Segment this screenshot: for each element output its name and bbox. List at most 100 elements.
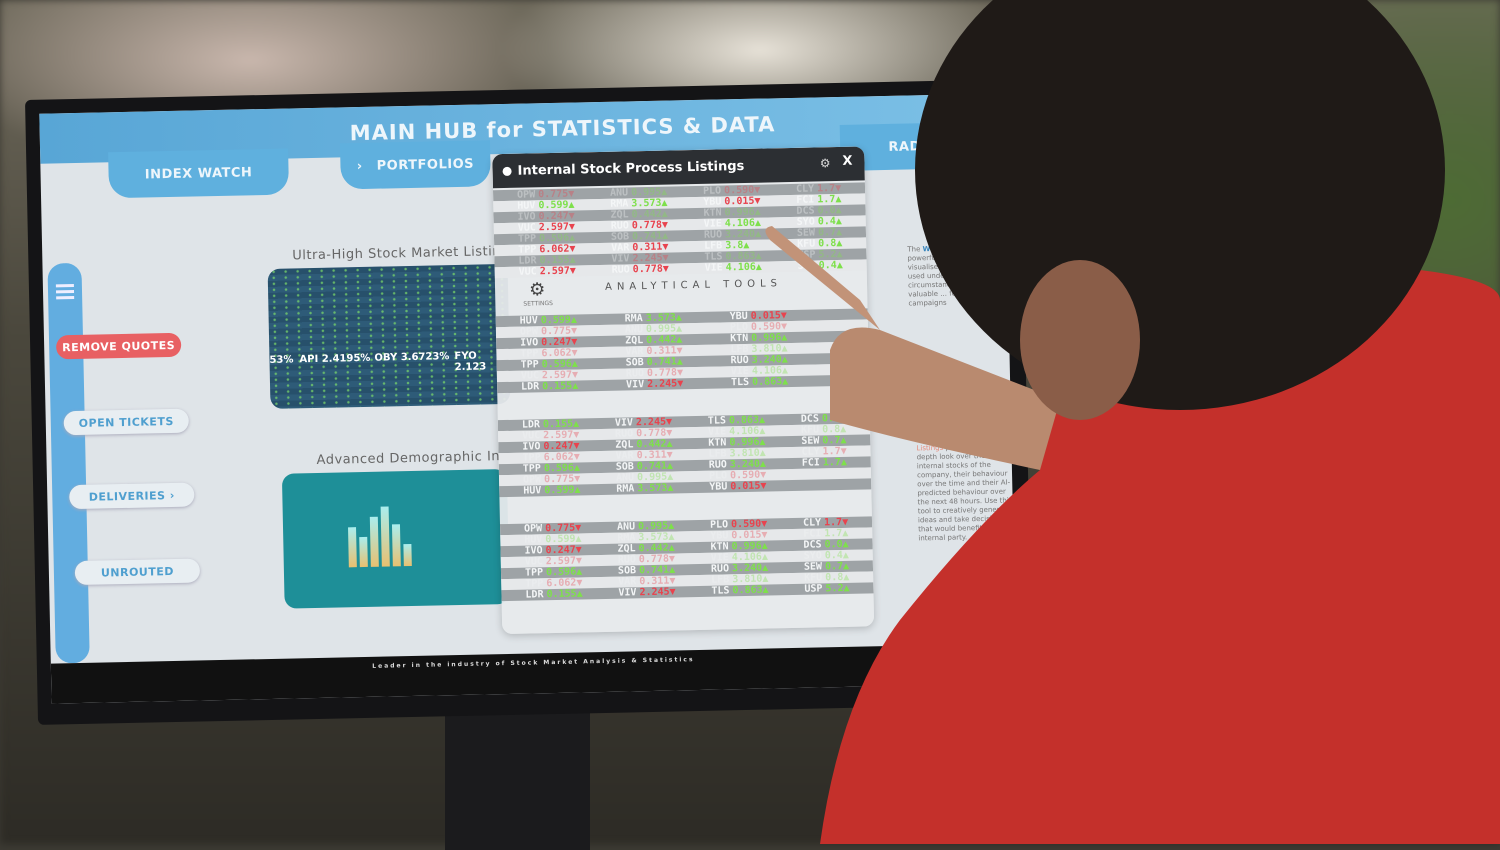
- ticker-cell[interactable]: VIV 2.245▼: [602, 378, 707, 391]
- ticker-cell[interactable]: TPP 6.062▼: [496, 347, 601, 360]
- ticker-cell[interactable]: TLS 0.863▲: [687, 584, 780, 597]
- gear-icon[interactable]: ⚙: [819, 156, 831, 171]
- ticker-cell[interactable]: VUC 2.597▼: [501, 555, 594, 568]
- ticker-cell[interactable]: LFB 3.810▲: [687, 573, 780, 586]
- ticker-cell[interactable]: KFU 0.8▲: [780, 571, 873, 584]
- arrow-down-icon: ▼: [571, 325, 578, 337]
- ticker-cell[interactable]: VAR 0.311▼: [601, 345, 706, 358]
- ticker-cell[interactable]: PLO 0.590▼: [679, 184, 772, 197]
- ticker-cell[interactable]: VUC 2.597▼: [495, 265, 588, 278]
- ticker-symbol: IVO: [522, 441, 541, 453]
- ticker-cell[interactable]: IVO 0.247▼: [493, 210, 586, 223]
- ticker-cell[interactable]: SYO 0.4▲: [774, 259, 867, 272]
- tab-index-watch[interactable]: INDEX WATCH: [108, 148, 290, 199]
- ticker-cell[interactable]: KTN 0.996▲: [679, 206, 772, 219]
- ticker-symbol: ZQL: [617, 543, 636, 555]
- ticker-cell[interactable]: RUO 0.778▼: [602, 367, 707, 380]
- ticker-cell[interactable]: RUO 0.778▼: [594, 553, 687, 566]
- ticker-cell[interactable]: ZQL 0.442▲: [586, 208, 679, 221]
- ticker-cell[interactable]: OPW 0.775▼: [496, 325, 601, 338]
- ticker-cell[interactable]: [778, 478, 871, 491]
- close-button[interactable]: X: [842, 153, 853, 169]
- ticker-cell[interactable]: RUO 0.778▼: [591, 427, 684, 440]
- ticker-cell[interactable]: TPP 6.062▼: [498, 451, 591, 464]
- ticker-cell[interactable]: HUV 0.599▲: [499, 484, 592, 497]
- ticker-cell[interactable]: RUO 3.240▲: [680, 228, 773, 241]
- ticker-cell[interactable]: VIE 4.106▲: [681, 261, 774, 274]
- ticker-cell[interactable]: RMA 3.573▲: [593, 531, 686, 544]
- ticker-cell[interactable]: VIE 4.106▲: [684, 425, 777, 438]
- ticker-symbol: LDR: [521, 419, 541, 431]
- ticker-cell[interactable]: YBU 0.015▼: [686, 529, 779, 542]
- ticker-value: 2.245: [635, 416, 667, 429]
- arrow-down-icon: ▼: [676, 345, 683, 357]
- deliveries-button[interactable]: DELIVERIES ›: [69, 482, 195, 510]
- ticker-cell[interactable]: VUC 2.597▼: [498, 429, 591, 442]
- ticker-cell[interactable]: VIV 2.245▼: [594, 586, 687, 599]
- ticker-cell[interactable]: USP 5.2▲: [780, 582, 873, 595]
- ticker-cell[interactable]: RMA 3.573▲: [592, 482, 685, 495]
- ticker-cell[interactable]: ANU 0.995▲: [592, 471, 685, 484]
- ticker-symbol: KTN: [730, 332, 749, 345]
- ticker-cell[interactable]: VAR 0.311▼: [591, 449, 684, 462]
- ticker-cell[interactable]: KFU 0.8▲: [777, 423, 870, 436]
- tab-portfolios[interactable]: › PORTFOLIOS: [339, 140, 491, 190]
- ticker-cell[interactable]: LFB 3.810▲: [684, 447, 777, 460]
- arrow-down-icon: ▼: [568, 221, 576, 233]
- ticker-cell[interactable]: VIE 4.106▲: [687, 551, 780, 564]
- ticker-cell[interactable]: TPP 0.596▲: [494, 232, 587, 245]
- ticker-cell[interactable]: LFB 3.810▲: [706, 343, 811, 356]
- ticker-cell[interactable]: LDR 0.155▲: [501, 588, 594, 601]
- arrow-up-icon: ▲: [569, 232, 576, 244]
- ticker-value: 4.106: [729, 425, 760, 438]
- ticker-cell[interactable]: CLY 1.7▼: [772, 182, 865, 195]
- demographic-thumbnail[interactable]: [281, 468, 510, 609]
- ticker-cell[interactable]: TLS 0.863▲: [680, 250, 773, 263]
- ticker-value: 2.245: [639, 586, 670, 599]
- chart-bar: [403, 544, 412, 567]
- ticker-cell[interactable]: VIV 2.245▼: [587, 252, 680, 265]
- ticker-cell[interactable]: ANU 0.995▲: [586, 186, 679, 199]
- ticker-cell[interactable]: YBU 0.015▼: [685, 480, 778, 493]
- remove-quotes-button[interactable]: REMOVE QUOTES: [55, 332, 182, 360]
- ticker-cell[interactable]: TLS 0.863▲: [707, 376, 812, 389]
- ticker-cell[interactable]: OPW 0.775▼: [499, 473, 592, 486]
- arrow-down-icon: ▼: [575, 544, 582, 556]
- arrow-down-icon: ▼: [573, 440, 580, 452]
- ticker-value: 0.8: [818, 238, 837, 250]
- ticker-cell[interactable]: TPP 6.062▼: [501, 577, 594, 590]
- ticker-cell[interactable]: PLO 0.590▼: [685, 469, 778, 482]
- ticker-symbol: TPP: [518, 244, 537, 256]
- ticker-symbol: VIE: [703, 218, 722, 230]
- ticker-value: 0.778: [631, 219, 663, 232]
- ticker-value: 2.597: [543, 429, 574, 442]
- ticker-cell[interactable]: VIE 4.106▲: [707, 365, 812, 378]
- ticker-cell[interactable]: PLO 0.590▼: [706, 321, 811, 334]
- ticker-cell[interactable]: VAR 0.311▼: [594, 575, 687, 588]
- ticker-cell[interactable]: VUC 2.597▼: [497, 369, 602, 382]
- ticker-cell[interactable]: OPW 0.775▼: [493, 188, 586, 201]
- ticker-cell[interactable]: LDR 0.155▲: [497, 380, 602, 393]
- ticker-cell[interactable]: ANU 0.995▲: [601, 323, 706, 336]
- ticker-cell[interactable]: RUO 0.778▼: [588, 263, 681, 276]
- ticker-cell[interactable]: USP 5.2▲: [773, 248, 866, 261]
- unrouted-button[interactable]: UNROUTED: [74, 558, 201, 586]
- ticker-value: 3.573: [638, 531, 669, 544]
- ticker-symbol: SYO: [803, 550, 822, 562]
- arrow-down-icon: ▼: [569, 265, 577, 277]
- listings-thumbnail[interactable]: 53% API 2.4195% OBY 3.6723% FYO 2.123: [267, 263, 511, 409]
- ticker-cell[interactable]: CLY 1.7▼: [777, 445, 870, 458]
- ticker-cell[interactable]: SYO 0.4▲: [780, 549, 873, 562]
- ticker-cell[interactable]: LDR 0.155▲: [494, 254, 587, 267]
- ticker-cell[interactable]: SOB 0.741▲: [587, 230, 680, 243]
- menu-icon[interactable]: [55, 281, 75, 302]
- ticker-cell[interactable]: FCI 1.7▲: [779, 527, 872, 540]
- ticker-cell[interactable]: DCS 0.0▲: [772, 204, 865, 217]
- ticker-symbol: KTN: [703, 207, 722, 219]
- ticker-symbol: VIV: [614, 417, 634, 429]
- ticker-cell[interactable]: SEW 0.7▲: [773, 226, 866, 239]
- open-tickets-button[interactable]: OPEN TICKETS: [63, 408, 190, 436]
- ticker-value: 6.062: [541, 347, 572, 360]
- ticker-cell[interactable]: HUV 0.599▲: [500, 533, 593, 546]
- settings-gear-icon[interactable]: ⚙: [528, 279, 546, 301]
